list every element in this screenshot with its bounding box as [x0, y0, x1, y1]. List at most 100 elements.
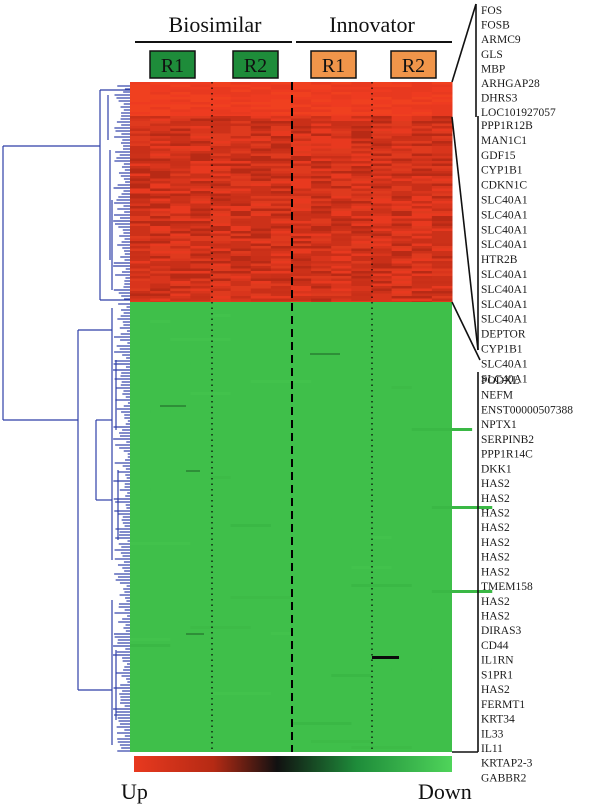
heatmap-cell: [230, 176, 252, 179]
heatmap-cell: [331, 253, 352, 257]
heatmap-cell: [431, 181, 453, 184]
heatmap-cell: [331, 97, 352, 100]
heatmap-cell: [250, 82, 272, 85]
heatmap-cell: [431, 153, 453, 157]
group-title-innovator: Innovator: [329, 12, 415, 37]
heatmap-cell: [250, 171, 272, 174]
heatmap-cell: [190, 231, 211, 234]
heatmap-cell: [170, 183, 191, 187]
heatmap-cell: [170, 211, 191, 214]
heatmap-cell: [371, 99, 393, 103]
heatmap-cell: [371, 261, 393, 264]
heatmap-cell: [130, 298, 151, 302]
heatmap-cell: [311, 203, 332, 207]
heatmap-cell: [250, 226, 272, 229]
heatmap-cell: [351, 248, 372, 252]
heatmap-cell: [170, 156, 191, 159]
heatmap-cell: [210, 188, 232, 192]
heatmap-cell: [170, 109, 191, 113]
heatmap-cell: [230, 246, 252, 249]
heatmap-cell: [230, 188, 252, 192]
heatmap-cell: [190, 94, 211, 98]
heatmap-cell: [230, 141, 252, 144]
heatmap-cell: [250, 211, 272, 214]
heatmap-cell: [210, 271, 232, 274]
heatmap-cell: [411, 236, 433, 239]
heatmap-cell: [190, 248, 211, 252]
heatmap-cell: [170, 261, 191, 264]
heatmap-cell: [351, 99, 372, 103]
heatmap-cell: [170, 168, 191, 172]
heatmap-cell: [431, 238, 453, 242]
gene-label: NEFM: [481, 390, 513, 402]
heatmap-cell: [210, 261, 232, 264]
heatmap-cell: [230, 97, 252, 100]
heatmap-cell: [351, 218, 372, 222]
heatmap-cell: [270, 221, 292, 224]
heatmap-cell: [411, 176, 433, 179]
heatmap-cell: [391, 146, 413, 149]
heatmap-cell: [270, 283, 292, 287]
heatmap-cell: [250, 128, 272, 132]
heatmap-cell: [130, 133, 151, 137]
heatmap-cell: [371, 288, 393, 292]
heatmap-cell: [190, 136, 211, 139]
heatmap-cell: [331, 332, 372, 335]
heatmap-cell: [351, 223, 372, 227]
heatmap-cell: [391, 84, 413, 88]
heatmap-cell: [291, 206, 312, 209]
heatmap-cell: [170, 253, 191, 257]
heatmap-cell: [431, 256, 453, 259]
heatmap-cell: [411, 89, 433, 93]
heatmap-cell: [291, 156, 312, 159]
heatmap-cell: [371, 87, 393, 90]
heatmap-cell: [270, 84, 292, 88]
heatmap-cell: [150, 121, 171, 124]
heatmap-cell: [391, 112, 413, 115]
heatmap-cell: [130, 208, 151, 212]
heatmap-cell: [311, 231, 332, 234]
heatmap-cell: [190, 266, 211, 269]
heatmap-cell: [250, 286, 272, 289]
heatmap-cell: [230, 258, 252, 262]
heatmap-cell: [351, 286, 372, 289]
heatmap-cell: [190, 133, 211, 137]
heatmap-cell: [170, 241, 191, 244]
heatmap-cell: [311, 286, 332, 289]
heatmap-cell: [230, 243, 252, 247]
heatmap-cell: [351, 121, 372, 124]
heatmap-cell: [270, 253, 292, 257]
heatmap-cell: [311, 193, 332, 197]
gene-label: HAS2: [481, 596, 510, 608]
heatmap-cell: [371, 281, 393, 284]
heatmap-cell: [311, 94, 332, 98]
heatmap-cell: [391, 123, 413, 127]
heatmap-cell: [411, 208, 433, 212]
heatmap-cell: [311, 121, 332, 124]
heatmap-cell: [311, 89, 332, 93]
heatmap-cell: [130, 121, 151, 124]
heatmap-cell: [391, 278, 413, 282]
heatmap-cell: [311, 278, 332, 282]
heatmap-cell: [250, 143, 272, 147]
heatmap-cell: [411, 104, 433, 108]
heatmap-cell: [311, 178, 332, 182]
heatmap-cell: [270, 218, 292, 222]
heatmap-cell: [311, 206, 332, 209]
heatmap-cell: [331, 243, 352, 247]
heatmap-cell: [210, 181, 232, 184]
heatmap-cell: [230, 99, 252, 103]
heatmap-cell: [351, 216, 372, 219]
heatmap-cell: [210, 211, 232, 214]
heatmap-cell: [331, 133, 352, 137]
gene-label: GABBR2: [481, 772, 527, 784]
heatmap-cell: [210, 241, 232, 244]
heatmap-cell: [371, 178, 393, 182]
heatmap-cell: [170, 281, 191, 284]
heatmap-cell: [150, 116, 171, 119]
gene-label: LOC101927057: [481, 107, 556, 119]
heatmap-cell: [230, 286, 252, 289]
heatmap-cell: [150, 218, 171, 222]
heatmap-cell: [150, 271, 171, 274]
heatmap-cell: [331, 268, 352, 272]
